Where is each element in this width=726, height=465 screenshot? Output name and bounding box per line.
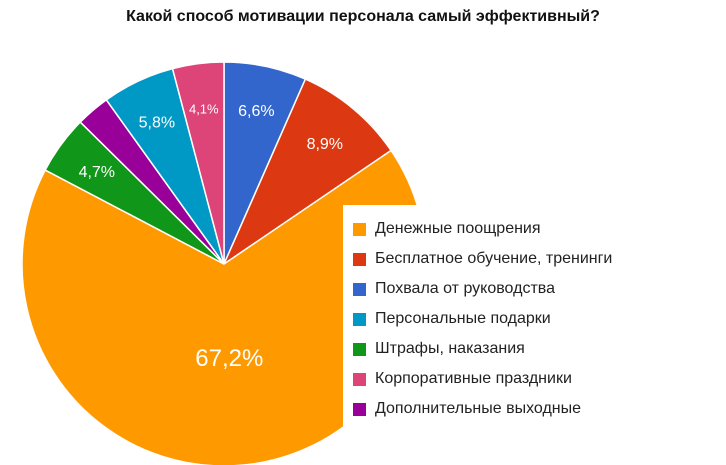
legend-label: Корпоративные праздники [375,370,572,387]
slice-label-3: 6,6% [238,103,274,120]
legend-item-4: Персональные подарки [353,304,703,334]
legend-label: Бесплатное обучение, тренинги [375,250,613,267]
legend-swatch [353,282,366,296]
chart-title: Какой способ мотивации персонала самый э… [126,8,600,25]
legend-label: Штрафы, наказания [375,340,525,357]
legend-swatch [353,372,366,386]
pie-slice-6 [171,61,225,265]
legend-swatch [353,252,366,266]
slice-label-4: 5,8% [139,114,175,131]
slice-label-1: 67,2% [195,345,263,372]
legend-item-3: Похвала от руководства [353,274,703,304]
pie-slice-2 [222,78,393,267]
legend-label: Похвала от руководства [375,280,555,297]
legend-item-7: Дополнительные выходные [353,394,703,424]
legend-swatch [353,342,366,356]
legend-item-1: Денежные поощрения [353,214,703,244]
slice-label-5: 4,7% [79,164,115,181]
legend-item-5: Штрафы, наказания [353,334,703,364]
legend-item-2: Бесплатное обучение, тренинги [353,244,703,274]
legend-label: Дополнительные выходные [375,400,582,417]
legend-label: Персональные подарки [375,310,551,327]
legend-swatch [353,402,366,416]
slice-label-6: 4,1% [189,102,219,117]
slice-label-2: 8,9% [307,136,343,153]
legend-item-6: Корпоративные праздники [353,364,703,394]
legend-swatch [353,222,366,236]
chart-legend: Денежные поощрения Бесплатное обучение, т… [343,205,703,448]
legend-swatch [353,312,366,326]
legend-label: Денежные поощрения [375,220,541,237]
